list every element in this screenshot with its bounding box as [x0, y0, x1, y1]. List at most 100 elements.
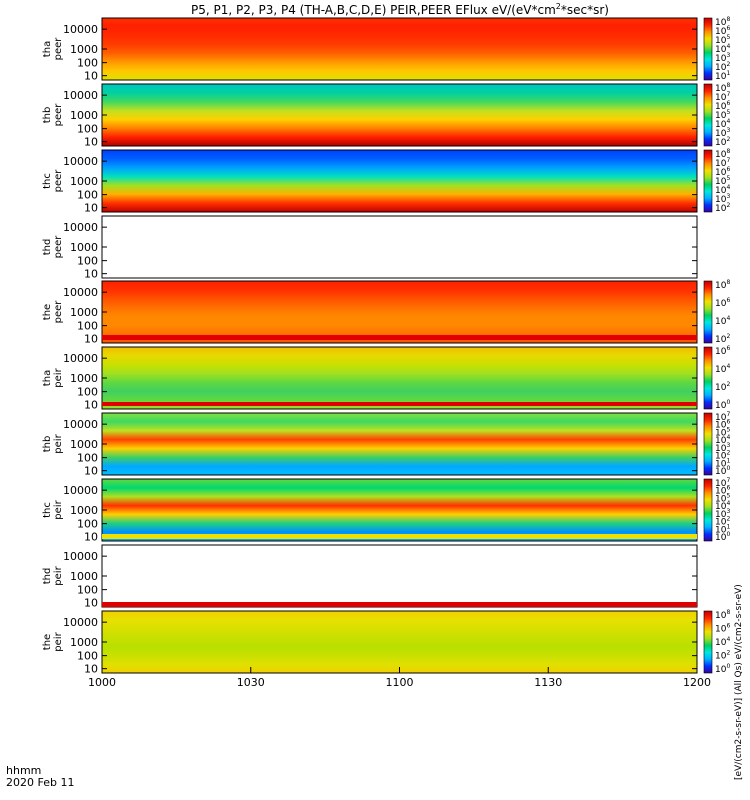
y-tick-label: 100 — [77, 57, 98, 70]
colorbar-tick-label: 100 — [715, 465, 730, 477]
colorbar-tick-label: 106 — [715, 100, 730, 112]
x-tick-label: 1000 — [88, 676, 116, 689]
y-tick-label: 1000 — [70, 241, 98, 254]
colorbar-tick-label: 102 — [715, 381, 730, 393]
colorbar-tick-label: 106 — [715, 25, 730, 37]
colorbar-tick-label: 106 — [715, 345, 730, 357]
y-tick-label: 1000 — [70, 372, 98, 385]
colorbar-tick-label: 105 — [715, 426, 730, 438]
colorbar-tick-label: 107 — [715, 477, 730, 489]
colorbar-tick-label: 100 — [715, 399, 730, 411]
colorbar-tick-label: 108 — [715, 16, 730, 28]
colorbar-tick-label: 105 — [715, 34, 730, 46]
colorbar-title: [eV/(cm2-s-sr-eV)] (All Qs) eV/(cm2-s-sr… — [734, 584, 744, 780]
colorbar-tick-label: 104 — [715, 363, 730, 375]
y-tick-label: 10 — [84, 202, 98, 215]
panel-label: thdpeir — [42, 565, 64, 585]
panel-label: thapeer — [42, 37, 64, 61]
colorbar-tick-label: 105 — [715, 175, 730, 187]
colorbar-tick-label: 103 — [715, 127, 730, 139]
colorbar-tick-label: 107 — [715, 411, 730, 423]
panel-frame — [101, 215, 698, 279]
colorbar-tick-label: 102 — [715, 61, 730, 73]
colorbar-tick-label: 101 — [715, 70, 730, 82]
y-tick-label: 10000 — [63, 418, 98, 431]
colorbar-tick-label: 105 — [715, 492, 730, 504]
date-label: 2020 Feb 11 — [6, 776, 74, 789]
y-tick-label: 100 — [77, 452, 98, 465]
spectrogram-image — [102, 479, 697, 541]
colorbar-tick-label: 107 — [715, 91, 730, 103]
x-axis-label: hhmm — [6, 764, 41, 777]
colorbar-tick-label: 103 — [715, 193, 730, 205]
colorbar — [703, 346, 713, 410]
y-tick-label: 10000 — [63, 550, 98, 563]
colorbar-tick-label: 104 — [715, 636, 730, 648]
x-tick-label: 1100 — [386, 676, 414, 689]
y-tick-label: 10 — [84, 70, 98, 83]
y-tick-label: 10000 — [63, 484, 98, 497]
colorbar-tick-label: 106 — [715, 166, 730, 178]
colorbar-tick-label: 108 — [715, 148, 730, 160]
y-tick-label: 100 — [77, 518, 98, 531]
colorbar-tick-label: 106 — [715, 297, 730, 309]
colorbar-tick-label: 103 — [715, 508, 730, 520]
y-tick-label: 10 — [84, 333, 98, 346]
colorbar-tick-label: 104 — [715, 43, 730, 55]
colorbar-tick-label: 108 — [715, 609, 730, 621]
colorbar-tick-label: 103 — [715, 52, 730, 64]
spectrogram-image — [102, 611, 697, 673]
colorbar-tick-label: 104 — [715, 184, 730, 196]
y-tick-label: 1000 — [70, 43, 98, 56]
colorbar-tick-label: 106 — [715, 623, 730, 635]
colorbar-tick-label: 102 — [715, 333, 730, 345]
colorbar — [703, 149, 713, 213]
colorbar-tick-label: 102 — [715, 202, 730, 214]
colorbar-tick-label: 101 — [715, 457, 730, 469]
y-tick-label: 10 — [84, 465, 98, 478]
y-tick-label: 10 — [84, 663, 98, 676]
colorbar-tick-label: 103 — [715, 442, 730, 454]
y-tick-label: 10000 — [63, 616, 98, 629]
edge-strip — [102, 534, 697, 539]
y-tick-label: 100 — [77, 189, 98, 202]
colorbar-tick-label: 104 — [715, 315, 730, 327]
colorbar-tick-label: 105 — [715, 109, 730, 121]
colorbar-tick-label: 102 — [715, 650, 730, 662]
y-tick-label: 1000 — [70, 438, 98, 451]
colorbar-tick-label: 102 — [715, 516, 730, 528]
colorbar-tick-label: 102 — [715, 136, 730, 148]
y-tick-label: 10000 — [63, 352, 98, 365]
y-tick-label: 1000 — [70, 636, 98, 649]
colorbar — [703, 280, 713, 344]
panel-label: thbpeir — [42, 433, 64, 453]
panel-thc-peir: 10100100010000thcpeir1071061051041031021… — [42, 477, 730, 544]
spectrogram-image — [102, 281, 697, 343]
colorbar-tick-label: 104 — [715, 500, 730, 512]
panel-label: thcpeir — [42, 499, 64, 519]
colorbar — [703, 610, 713, 674]
y-tick-label: 100 — [77, 255, 98, 268]
spectrogram-image — [102, 347, 697, 409]
y-tick-label: 1000 — [70, 504, 98, 517]
colorbar — [703, 478, 713, 542]
edge-strip — [102, 602, 697, 607]
panel-label: thdpeer — [42, 235, 64, 259]
colorbar — [703, 412, 713, 476]
spectrogram-image — [102, 18, 697, 80]
colorbar-tick-label: 101 — [715, 523, 730, 535]
colorbar-tick-label: 106 — [715, 485, 730, 497]
y-tick-label: 100 — [77, 386, 98, 399]
x-tick-label: 1200 — [683, 676, 711, 689]
panel-label: thcpeer — [42, 169, 64, 193]
y-tick-label: 10000 — [63, 155, 98, 168]
colorbar-tick-label: 100 — [715, 531, 730, 543]
y-tick-label: 10000 — [63, 23, 98, 36]
